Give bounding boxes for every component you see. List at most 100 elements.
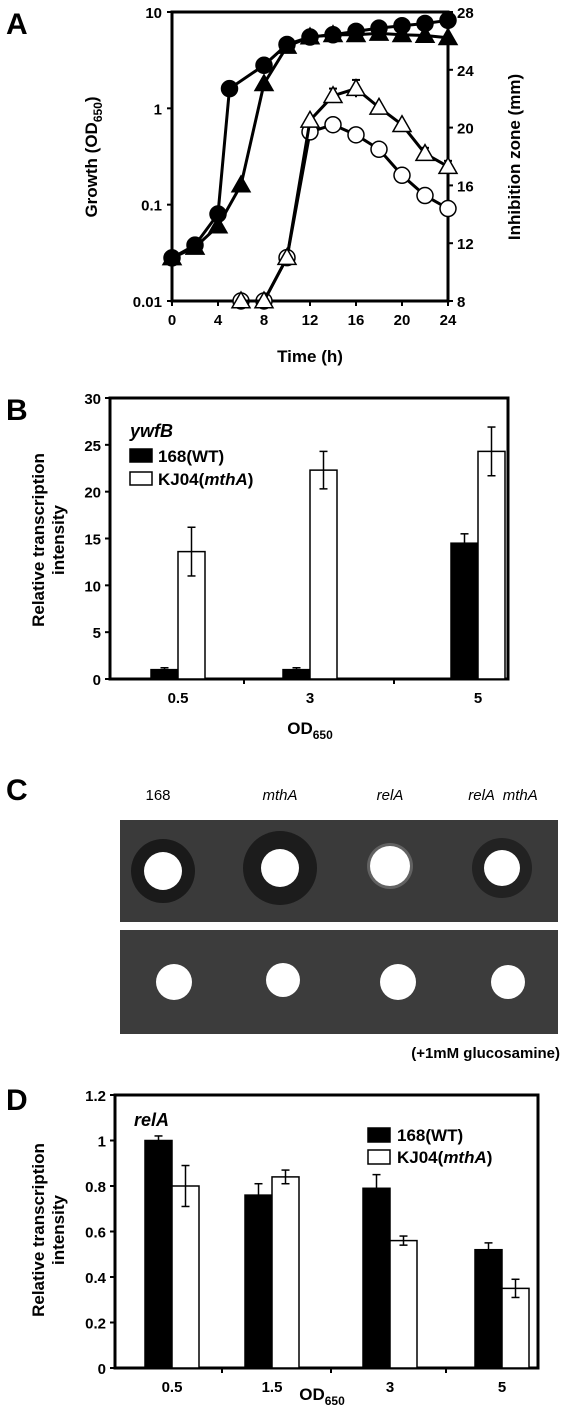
legend-swatch-wt — [367, 1127, 391, 1143]
data-point-filled-triangle — [322, 24, 344, 43]
disc-rela-glucosamine — [380, 964, 416, 1000]
data-point-filled-triangle — [299, 26, 321, 45]
legend-swatch-mtha — [367, 1149, 391, 1165]
panel-d-axes: 0 0.2 0.4 0.6 0.8 1 1.2 0.5 1.5 3 5 — [85, 1088, 506, 1396]
y-tick-label: 25 — [84, 438, 101, 455]
data-point-filled-triangle — [230, 174, 252, 193]
bar-mtha — [309, 469, 338, 680]
bar-wt — [474, 1248, 503, 1369]
y-left-tick-label: 10 — [145, 5, 162, 22]
y-tick-label: 0 — [93, 672, 101, 689]
y-tick-label: 30 — [84, 391, 101, 408]
y-tick-label: 5 — [93, 625, 101, 642]
bar-wt — [362, 1187, 391, 1369]
x-tick-label: 16 — [348, 312, 365, 329]
data-point-open-circle — [393, 166, 411, 185]
data-point-open-triangle — [345, 78, 367, 97]
panel-d-bars — [144, 1135, 530, 1369]
panel-c: C 168 mthA relA relA mthA (+1mM glucosam… — [6, 774, 560, 1062]
data-point-open-triangle — [437, 156, 459, 175]
plate-label-rela: relA — [377, 787, 404, 804]
data-point-filled-circle — [439, 11, 457, 30]
data-point-open-circle — [324, 115, 342, 134]
data-point-open-triangle — [230, 290, 252, 309]
data-point-filled-triangle — [391, 24, 413, 43]
disc-mtha — [261, 849, 299, 887]
x-tick-label: 5 — [498, 1379, 506, 1396]
x-tick-label: 12 — [302, 312, 319, 329]
panel-a: A 0 4 8 12 16 20 24 0.01 0.1 1 10 8 12 16 20 24 28 Time … — [6, 5, 524, 366]
bar-mtha — [477, 450, 506, 680]
bar-wt — [244, 1194, 273, 1369]
panel-a-axes: 0 4 8 12 16 20 24 0.01 0.1 1 10 8 12 16 20 24 28 — [133, 5, 475, 329]
panel-d: D 0 0.2 0.4 0.6 0.8 1 1.2 0.5 1.5 3 5 relA 168(WT)… — [6, 1084, 540, 1408]
panel-b-axes: 0 5 10 15 20 25 30 0.5 3 5 — [84, 391, 482, 707]
series-line-open-triangle — [241, 86, 449, 303]
data-point-open-triangle — [391, 114, 413, 133]
data-point-open-triangle — [322, 85, 344, 104]
data-point-filled-triangle — [276, 35, 298, 54]
bar-mtha — [171, 1185, 200, 1369]
panel-b-bars — [150, 426, 506, 680]
y-tick-label: 0 — [98, 1361, 106, 1378]
y-tick-label: 1 — [98, 1134, 106, 1151]
disc-mtha-glucosamine — [266, 963, 300, 997]
panel-b-ylabel-line1: Relative transcription — [29, 453, 48, 627]
panel-letter-c: C — [6, 774, 28, 807]
data-point-filled-triangle — [437, 27, 459, 46]
x-tick-label: 0.5 — [162, 1379, 183, 1396]
panel-a-plot-frame — [170, 10, 450, 303]
y-tick-label: 10 — [84, 578, 101, 595]
y-right-tick-label: 12 — [457, 236, 474, 253]
series-line-open-circle — [241, 123, 449, 303]
data-point-open-triangle — [299, 109, 321, 128]
data-point-open-triangle — [414, 143, 436, 162]
data-point-open-circle — [347, 126, 365, 144]
panel-a-ylabel-left: Growth (OD650) — [82, 96, 105, 217]
plate-bottom — [120, 930, 558, 1034]
y-right-tick-label: 28 — [457, 5, 474, 22]
panel-a-xlabel: Time (h) — [277, 347, 343, 366]
bar-mtha — [271, 1176, 300, 1369]
y-left-tick-label: 1 — [154, 101, 162, 118]
disc-rela — [370, 846, 410, 886]
disc-168-glucosamine — [156, 964, 192, 1000]
y-left-tick-label: 0.1 — [141, 198, 162, 215]
y-tick-label: 0.6 — [85, 1225, 106, 1242]
data-point-filled-triangle — [207, 215, 229, 234]
y-tick-label: 1.2 — [85, 1088, 106, 1105]
y-right-tick-label: 8 — [457, 294, 465, 311]
plate-label-168: 168 — [145, 787, 170, 804]
disc-rela-mtha — [484, 850, 520, 886]
data-point-filled-triangle — [414, 25, 436, 44]
legend-label-mtha: KJ04(mthA) — [158, 470, 253, 489]
legend-label-mtha: KJ04(mthA) — [397, 1148, 492, 1167]
x-tick-label: 20 — [394, 312, 411, 329]
y-tick-label: 0.8 — [85, 1179, 106, 1196]
plate-bottom-discs — [156, 963, 525, 1000]
data-point-open-triangle — [276, 247, 298, 266]
panel-a-series — [161, 11, 459, 310]
x-tick-label: 0 — [168, 312, 176, 329]
data-point-open-circle — [370, 140, 388, 159]
data-point-filled-triangle — [368, 22, 390, 41]
data-point-filled-triangle — [345, 24, 367, 43]
panel-b-xlabel: OD650 — [287, 719, 333, 742]
legend-label-wt: 168(WT) — [397, 1126, 463, 1145]
x-tick-label: 0.5 — [168, 690, 189, 707]
panel-b: B 0 5 10 15 20 25 30 0.5 3 5 ywfB 168(WT) KJ04(mt… — [6, 391, 510, 742]
y-right-tick-label: 20 — [457, 121, 474, 138]
bar-mtha — [389, 1239, 418, 1369]
y-tick-label: 20 — [84, 485, 101, 502]
x-tick-label: 3 — [306, 690, 314, 707]
x-tick-label: 8 — [260, 312, 268, 329]
y-tick-label: 0.4 — [85, 1270, 107, 1287]
panel-b-ylabel-line2: intensity — [49, 505, 68, 575]
data-point-open-triangle — [253, 290, 275, 309]
y-right-tick-label: 16 — [457, 178, 474, 195]
plate-top-discs — [144, 846, 520, 890]
y-tick-label: 15 — [84, 532, 101, 549]
bar-mtha — [501, 1287, 530, 1369]
panel-d-ylabel-line2: intensity — [49, 1195, 68, 1265]
x-tick-label: 1.5 — [262, 1379, 283, 1396]
